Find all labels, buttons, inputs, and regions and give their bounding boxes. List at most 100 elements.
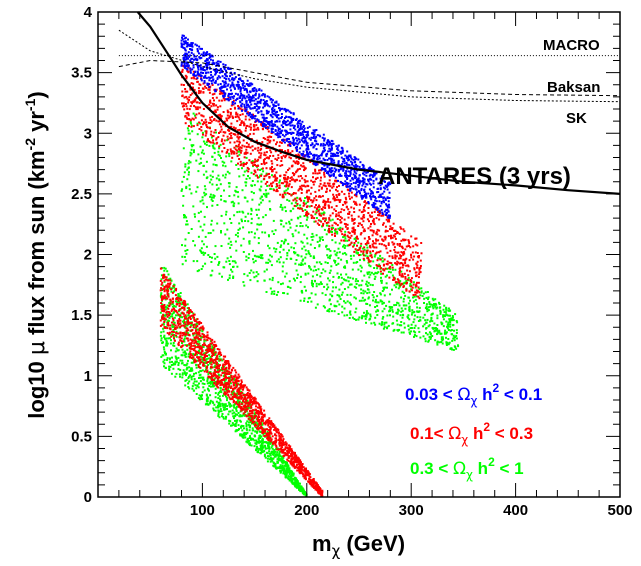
scatter-point (412, 311, 415, 314)
scatter-point (184, 364, 187, 367)
scatter-point (211, 382, 214, 384)
scatter-point (269, 149, 272, 152)
scatter-point (400, 262, 403, 264)
scatter-point (334, 228, 337, 231)
scatter-point (205, 245, 208, 248)
scatter-point (201, 356, 204, 359)
scatter-point (214, 409, 217, 412)
scatter-point (296, 196, 299, 199)
scatter-point (217, 263, 220, 266)
scatter-point (271, 162, 274, 165)
scatter-point (262, 160, 265, 163)
scatter-point (188, 160, 191, 163)
scatter-point (440, 323, 443, 326)
scatter-point (195, 159, 198, 162)
scatter-point (193, 361, 196, 364)
scatter-point (195, 366, 198, 369)
scatter-point (195, 325, 198, 327)
scatter-point (278, 186, 281, 189)
scatter-point (398, 245, 401, 247)
scatter-point (219, 183, 222, 186)
scatter-point (207, 403, 210, 406)
scatter-point (396, 263, 399, 266)
scatter-point (290, 178, 293, 181)
scatter-point (160, 337, 163, 340)
scatter-point (294, 192, 297, 195)
scatter-point (257, 217, 260, 220)
scatter-point (391, 257, 394, 259)
scatter-point (333, 310, 336, 313)
scatter-point (236, 115, 239, 118)
scatter-point (415, 262, 418, 265)
scatter-point (281, 164, 284, 167)
scatter-point (348, 213, 351, 215)
scatter-point (360, 266, 363, 269)
scatter-point (290, 476, 292, 479)
scatter-point (183, 96, 186, 99)
scatter-point (422, 316, 425, 319)
scatter-point (218, 262, 220, 265)
scatter-point (172, 331, 175, 333)
scatter-point (227, 129, 230, 132)
scatter-point (257, 208, 260, 211)
scatter-point (238, 140, 241, 143)
scatter-point (375, 231, 378, 234)
scatter-point (360, 232, 363, 234)
scatter-point (336, 230, 339, 233)
scatter-point (241, 391, 244, 394)
scatter-point (204, 118, 207, 121)
scatter-point (361, 316, 363, 319)
scatter-point (181, 68, 184, 71)
scatter-point (359, 253, 362, 256)
scatter-point (201, 131, 204, 134)
scatter-point (199, 380, 202, 383)
scatter-point (402, 253, 405, 256)
scatter-point (313, 487, 316, 489)
scatter-point (195, 336, 198, 339)
scatter-point (178, 336, 181, 339)
scatter-point (222, 131, 225, 134)
scatter-point (229, 255, 232, 258)
scatter-point (170, 372, 173, 375)
scatter-point (238, 222, 241, 225)
scatter-point (227, 413, 230, 416)
scatter-point (163, 348, 166, 351)
scatter-point (315, 282, 318, 285)
scatter-point (196, 124, 199, 127)
scatter-point (333, 232, 336, 235)
scatter-point (234, 415, 237, 418)
scatter-point (373, 246, 376, 249)
scatter-point (414, 324, 417, 327)
scatter-point (204, 188, 207, 191)
scatter-point (453, 345, 456, 348)
scatter-point (186, 303, 189, 306)
scatter-point (166, 297, 169, 300)
scatter-point (417, 295, 420, 298)
scatter-point (375, 232, 378, 235)
scatter-point (417, 276, 420, 279)
scatter-point (204, 142, 206, 145)
scatter-point (222, 386, 225, 388)
scatter-point (212, 145, 215, 148)
scatter-point (184, 88, 187, 90)
scatter-point (403, 272, 406, 275)
scatter-point (281, 208, 284, 211)
scatter-point (301, 263, 304, 266)
scatter-point (298, 489, 301, 491)
scatter-point (397, 279, 400, 282)
scatter-point (386, 286, 388, 289)
scatter-point (218, 99, 221, 102)
scatter-point (244, 433, 247, 436)
scatter-point (287, 478, 290, 481)
scatter-point (287, 448, 290, 450)
scatter-point (171, 326, 174, 329)
scatter-point (234, 116, 237, 118)
scatter-point (397, 309, 400, 312)
scatter-point (355, 318, 357, 321)
scatter-point (223, 361, 226, 364)
scatter-point (391, 255, 394, 258)
scatter-point (369, 250, 372, 253)
scatter-point (184, 115, 187, 117)
scatter-point (278, 184, 281, 187)
scatter-point (245, 156, 248, 159)
